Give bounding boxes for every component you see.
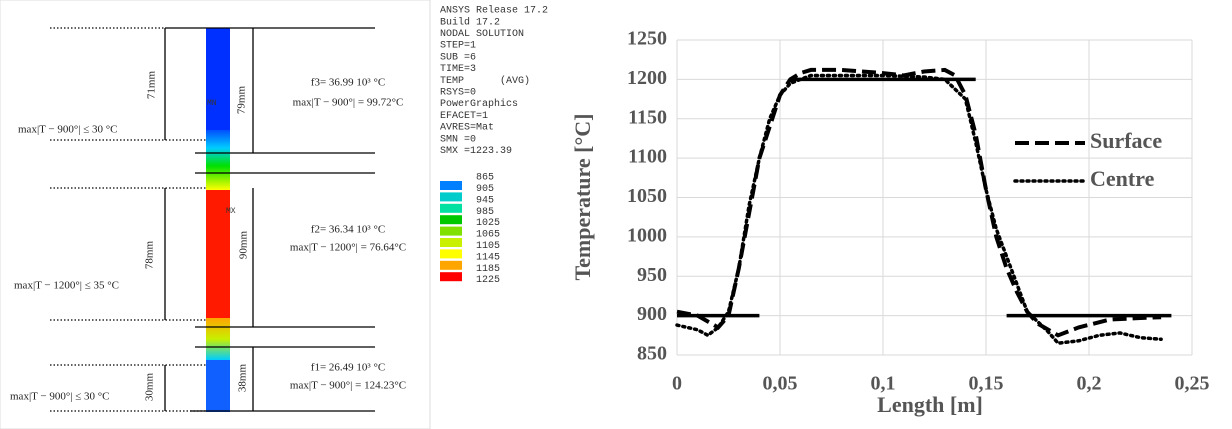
limit: max|T − 1200°| ≤ 35 °C <box>14 280 119 292</box>
limit: max|T − 900°| ≤ 30 °C <box>18 124 118 136</box>
scale-swatch <box>440 215 462 224</box>
scale-label: 1225 <box>476 275 500 286</box>
limit: max|T − 900°| ≤ 30 °C <box>10 391 110 403</box>
marker: MN <box>207 99 217 108</box>
y-tick-label: 1150 <box>628 106 667 128</box>
scale-swatch <box>440 238 462 247</box>
info-line: NODAL SOLUTION <box>440 29 524 40</box>
scale-label: 865 <box>476 173 494 184</box>
page: 71mm 79mm f3= 36.99 10³ °C max|T − 900°|… <box>0 0 1232 429</box>
scale-swatch <box>440 261 462 270</box>
section: 38mm <box>237 364 249 393</box>
y-tick-label: 900 <box>637 303 667 325</box>
x-tick-label: 0,1 <box>871 373 896 395</box>
y-tick-label: 1100 <box>628 146 667 168</box>
length: 30mm <box>144 373 156 402</box>
legend-label: Centre <box>1090 166 1155 191</box>
legend-label: Surface <box>1090 128 1162 153</box>
x-tick-label: 0,25 <box>1175 373 1210 395</box>
x-tick-label: 0 <box>672 373 682 395</box>
simulation-panel: 71mm 79mm f3= 36.99 10³ °C max|T − 900°|… <box>0 0 430 429</box>
info-line: STEP=1 <box>440 41 476 52</box>
zone-transition <box>206 130 230 190</box>
scale-swatch <box>440 272 462 281</box>
x-tick-label: 0,05 <box>763 373 798 395</box>
scale-label: 905 <box>476 184 494 195</box>
info-line: SMN =0 <box>440 134 476 145</box>
deviation: max|T − 900°| = 99.72°C <box>293 97 404 109</box>
marker: MX <box>226 207 236 216</box>
scale-label: 1025 <box>476 218 500 229</box>
scale-label: 985 <box>476 207 494 218</box>
frequency: f2= 36.34 10³ °C <box>311 224 385 236</box>
info-line: EFACET=1 <box>440 111 488 122</box>
frequency: f3= 36.99 10³ °C <box>311 77 385 89</box>
section: 90mm <box>238 231 250 260</box>
info-line: SMX =1223.39 <box>440 146 512 157</box>
info-line: ANSYS Release 17.2 <box>440 5 548 17</box>
info-line: Build 17.2 <box>440 16 500 28</box>
y-axis-title: Temperature [°C] <box>570 113 595 280</box>
y-tick-label: 1200 <box>627 67 667 89</box>
scale-swatch <box>440 204 462 213</box>
scale-swatch <box>440 192 462 201</box>
y-tick-label: 1250 <box>627 28 667 50</box>
scale-label: 1145 <box>476 252 500 263</box>
x-tick-label: 0,15 <box>969 373 1004 395</box>
zone-blue <box>206 360 230 412</box>
info-line: TEMP (AVG) <box>440 75 530 87</box>
zone-blue <box>206 28 230 130</box>
scale-label: 1065 <box>476 230 500 241</box>
zone-transition <box>206 318 230 360</box>
info-line: TIME=3 <box>440 64 476 75</box>
info-line: PowerGraphics <box>440 98 518 110</box>
x-axis-title: Length [m] <box>877 392 983 417</box>
scale-label: 1105 <box>476 241 500 252</box>
scale-swatch <box>440 249 462 258</box>
scale-swatch <box>440 181 462 190</box>
scale-label: 1185 <box>476 264 500 275</box>
y-tick-label: 850 <box>637 343 667 365</box>
x-tick-label: 0,2 <box>1077 373 1102 395</box>
frequency: f1= 26.49 10³ °C <box>311 362 385 374</box>
section: 79mm <box>236 86 248 115</box>
info-line: AVRES=Mat <box>440 123 494 134</box>
deviation: max|T − 900°| = 124.23°C <box>290 380 406 392</box>
chart: Length [m] Temperature [°C] 850 900 950 100… <box>570 28 1209 417</box>
info-line: SUB =6 <box>440 52 476 63</box>
deviation: max|T − 1200°| = 76.64°C <box>290 242 406 254</box>
length: 78mm <box>144 241 156 270</box>
y-tick-label: 1050 <box>627 185 667 207</box>
series-line <box>677 75 1161 343</box>
y-tick-label: 950 <box>637 264 667 286</box>
info-line: RSYS=0 <box>440 88 476 99</box>
scale-label: 945 <box>476 195 494 206</box>
length: 71mm <box>146 71 158 100</box>
scale-swatch <box>440 227 462 236</box>
y-tick-label: 1000 <box>627 224 667 246</box>
